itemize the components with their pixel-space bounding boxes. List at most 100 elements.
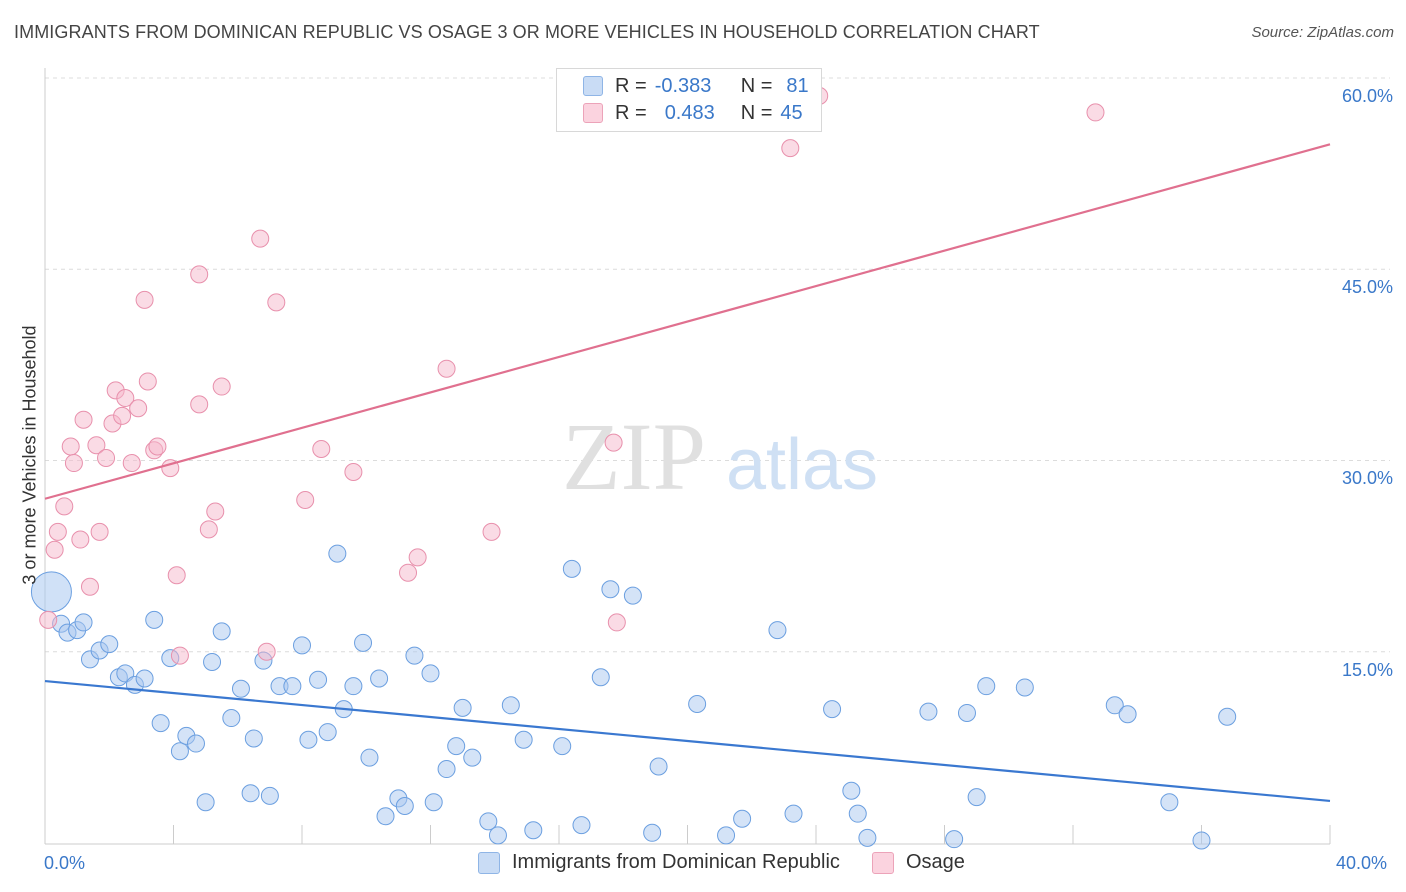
point-dominican [447, 737, 466, 756]
point-dominican [514, 730, 533, 749]
point-dominican [977, 677, 996, 696]
point-dominican [717, 826, 736, 845]
point-osage [80, 577, 99, 596]
point-dominican [945, 830, 964, 849]
y-tick-label-60: 60.0% [1341, 86, 1393, 106]
point-osage [113, 406, 132, 425]
point-dominican [309, 670, 328, 689]
point-dominican [260, 786, 279, 805]
point-dominican [170, 742, 189, 761]
point-osage [90, 522, 109, 541]
chart-title: IMMIGRANTS FROM DOMINICAN REPUBLIC VS OS… [14, 22, 1040, 42]
point-dominican [957, 703, 976, 722]
point-dominican [649, 757, 668, 776]
x-tick-label-end: 40.0% [1336, 853, 1388, 873]
point-osage [39, 610, 58, 629]
legend-r-label: R = [615, 101, 647, 124]
point-dominican [463, 748, 482, 767]
legend-swatch-blue [583, 76, 603, 96]
point-dominican [967, 788, 986, 807]
y-tick-label-45: 45.0% [1341, 277, 1393, 297]
point-osage [122, 454, 141, 473]
point-osage [251, 229, 270, 248]
axes [44, 68, 1331, 845]
trend-line-osage [44, 143, 1331, 500]
point-dominican [100, 635, 119, 654]
legend-swatch-blue [478, 851, 500, 874]
point-osage [74, 410, 93, 429]
point-dominican [501, 696, 520, 715]
point-osage [408, 548, 427, 567]
point-dominican [376, 807, 395, 826]
point-osage [190, 395, 209, 414]
point-osage [437, 359, 456, 378]
point-dominican [370, 669, 389, 688]
point-osage [296, 491, 315, 510]
point-dominican [848, 804, 867, 823]
watermark: ZIP atlas [562, 403, 878, 510]
gridlines [45, 77, 1390, 653]
point-dominican [643, 823, 662, 842]
point-dominican [328, 544, 347, 563]
point-osage [71, 530, 90, 549]
point-dominican [858, 828, 877, 847]
point-osage [135, 290, 154, 309]
watermark-zip: ZIP [562, 403, 706, 510]
point-osage [55, 497, 74, 516]
point-dominican [299, 730, 318, 749]
point-dominican [283, 677, 302, 696]
point-osage [129, 399, 148, 418]
point-dominican [222, 709, 241, 728]
point-dominican [293, 636, 311, 655]
y-axis-title: 3 or more Vehicles in Household [19, 325, 40, 585]
point-dominican [1192, 831, 1211, 850]
legend-n-label: N = [740, 74, 773, 97]
point-dominican [145, 610, 164, 629]
legend-n-label: N = [740, 101, 773, 124]
legend-n-value: 45 [780, 101, 803, 124]
point-dominican [116, 664, 135, 683]
point-osage [257, 642, 276, 661]
point-osage [1086, 103, 1105, 122]
source-label: Source: ZipAtlas.com [1251, 24, 1394, 41]
legend-r-value: -0.383 [654, 74, 712, 97]
point-dominican [318, 723, 337, 742]
point-osage [344, 462, 363, 481]
trend-line-dominican [44, 679, 1331, 803]
point-osage [206, 502, 225, 521]
point-osage [45, 540, 64, 559]
point-osage [190, 265, 209, 284]
point-osage [97, 448, 116, 467]
point-dominican [562, 559, 581, 578]
point-osage [199, 520, 218, 539]
legend-label-osage: Osage [906, 851, 965, 873]
point-osage [48, 522, 67, 541]
point-osage [167, 566, 186, 585]
point-dominican [360, 748, 379, 767]
point-dominican [601, 580, 620, 599]
point-dominican [437, 760, 456, 779]
point-dominican [1160, 793, 1179, 812]
point-osage [170, 646, 189, 665]
point-dominican [421, 664, 440, 683]
point-dominican [395, 797, 414, 816]
legend-row-osage: R = 0.483 N = 45 [583, 100, 803, 126]
legend-item-osage[interactable]: Osage [872, 851, 965, 874]
point-osage [64, 454, 83, 473]
point-dominican [823, 700, 842, 719]
point-osage [87, 436, 106, 455]
point-dominican [344, 677, 363, 696]
point-dominican [241, 784, 260, 803]
point-osage [604, 433, 623, 452]
point-dominican [1118, 705, 1137, 724]
point-dominican [572, 816, 591, 835]
point-osage [399, 563, 418, 582]
point-osage [607, 613, 626, 632]
data-points [30, 86, 1237, 850]
point-dominican [231, 679, 250, 698]
point-dominican [354, 633, 373, 652]
point-dominican [1218, 707, 1237, 726]
point-osage [138, 372, 157, 391]
legend-row-dominican: R = -0.383 N = 81 [583, 73, 809, 99]
legend-item-dominican[interactable]: Immigrants from Dominican Republic [478, 851, 840, 874]
